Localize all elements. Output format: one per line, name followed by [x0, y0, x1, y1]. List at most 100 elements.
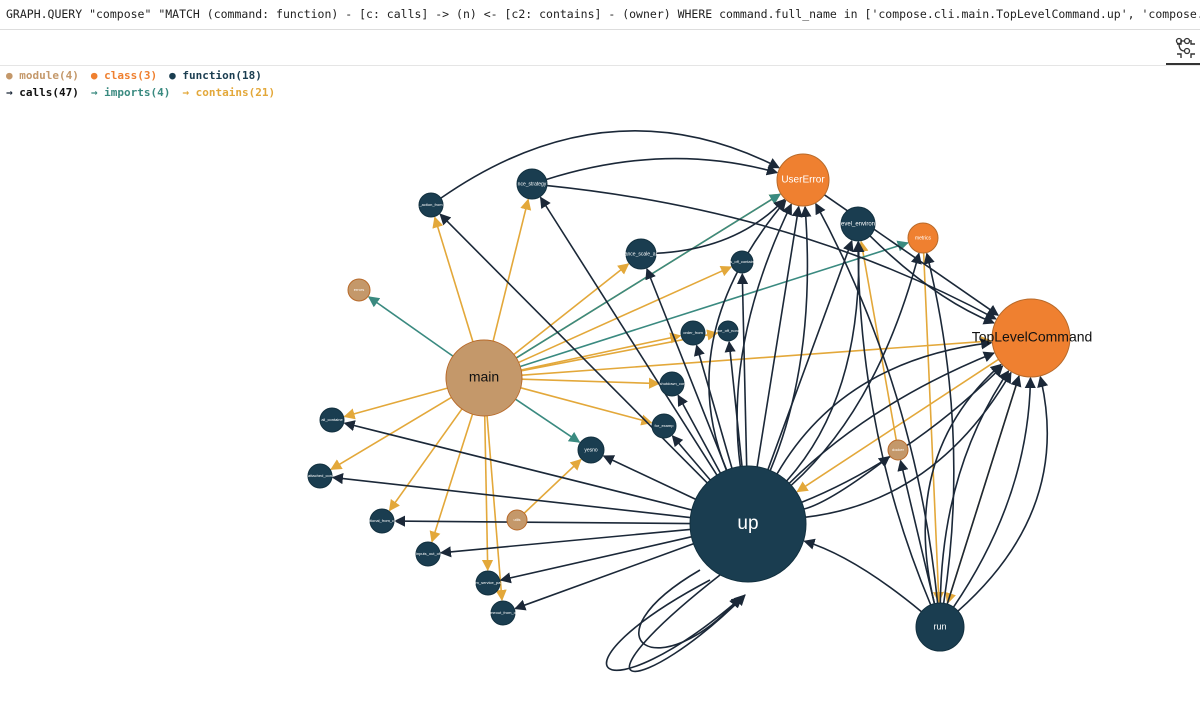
edge [805, 371, 1012, 518]
edge [769, 205, 812, 471]
node[interactable] [717, 320, 739, 342]
node[interactable] [475, 570, 501, 596]
node-label: inputs_out_of [416, 551, 441, 556]
edge [518, 265, 733, 364]
edge [393, 515, 691, 527]
fullscreen-icon[interactable] [1177, 40, 1195, 58]
legend-label: imports(4) [104, 86, 171, 99]
node[interactable] [577, 436, 605, 464]
edge [671, 435, 711, 481]
node[interactable] [651, 413, 677, 439]
node[interactable] [415, 541, 441, 567]
node[interactable] [516, 168, 548, 200]
node[interactable] [907, 222, 939, 254]
edge [439, 213, 708, 484]
node[interactable] [625, 238, 657, 270]
edge [330, 396, 452, 471]
node[interactable] [776, 153, 830, 207]
edge [605, 579, 743, 672]
node[interactable] [347, 278, 371, 302]
edge [756, 205, 803, 467]
edge [520, 387, 653, 426]
node[interactable] [840, 206, 876, 242]
legend-symbol: → [90, 86, 105, 99]
legend-symbol: → [182, 86, 196, 99]
edge [439, 528, 691, 558]
node[interactable] [307, 463, 333, 489]
edge [736, 272, 749, 467]
node-label: ptional_from_co [368, 518, 397, 523]
node-label: all_containe [321, 417, 343, 422]
edge [788, 351, 995, 484]
edge [523, 458, 582, 514]
node-label: meout_from_o [490, 610, 517, 615]
node[interactable] [319, 407, 345, 433]
node[interactable] [369, 508, 395, 534]
node[interactable] [915, 602, 965, 652]
edge [922, 252, 945, 604]
edge [440, 130, 780, 199]
node-label: utils [513, 517, 520, 522]
node[interactable] [418, 192, 444, 218]
node[interactable] [659, 371, 685, 397]
node[interactable] [887, 439, 909, 461]
node-label: UserError [781, 175, 825, 186]
legend-item[interactable]: ● function(18) [169, 69, 268, 82]
legend-item[interactable]: → calls(47) [6, 86, 85, 99]
edge [539, 196, 718, 476]
legend-label: calls(47) [19, 86, 79, 99]
edge [628, 574, 746, 673]
legend-item[interactable]: ● class(3) [91, 69, 163, 82]
edge [823, 194, 1000, 316]
legend-item[interactable]: ● module(4) [6, 69, 85, 82]
node[interactable] [991, 298, 1071, 378]
node-label: shutdown_cor [660, 381, 686, 386]
edge [897, 459, 936, 604]
edge [343, 387, 448, 420]
edge [481, 415, 494, 572]
node[interactable] [680, 320, 706, 346]
node[interactable] [506, 509, 528, 531]
edge [499, 536, 692, 584]
edge [803, 538, 922, 613]
legend-label: contains(21) [195, 86, 276, 99]
edge [957, 375, 1049, 612]
node-label: main [469, 369, 499, 385]
node-label: errors [354, 287, 364, 292]
edge [776, 338, 993, 475]
node-label: for_examp [655, 423, 675, 428]
edge [946, 375, 1022, 605]
edge [694, 344, 733, 469]
edge [367, 296, 454, 357]
edge [602, 455, 696, 500]
node[interactable] [490, 600, 516, 626]
edge [520, 332, 682, 371]
node-legend: ● module(4) ● class(3) ● function(18) [6, 69, 274, 82]
edge [801, 365, 1004, 504]
edge [708, 199, 787, 471]
node-label: yesno [584, 447, 598, 453]
edge [546, 184, 997, 320]
legend-item[interactable]: → imports(4) [91, 86, 176, 99]
edge [521, 377, 661, 389]
node-label: _action_from [418, 202, 443, 207]
edge [513, 263, 630, 356]
edge [852, 240, 932, 606]
node-label: m_service_pa [476, 580, 502, 585]
edge [638, 569, 741, 649]
legend-symbol: ● [90, 69, 105, 82]
edge [521, 336, 993, 377]
node[interactable] [689, 465, 807, 583]
legend-item[interactable]: → contains(21) [182, 86, 281, 99]
legend-symbol: ● [6, 69, 20, 82]
node-label: run [933, 621, 946, 631]
node[interactable] [445, 339, 523, 417]
edge [815, 202, 939, 604]
legend-symbol: ● [169, 69, 183, 82]
node[interactable] [730, 250, 754, 274]
edge [515, 398, 581, 443]
node-label: TopLevelCommand [972, 329, 1093, 345]
edge [924, 363, 1002, 604]
